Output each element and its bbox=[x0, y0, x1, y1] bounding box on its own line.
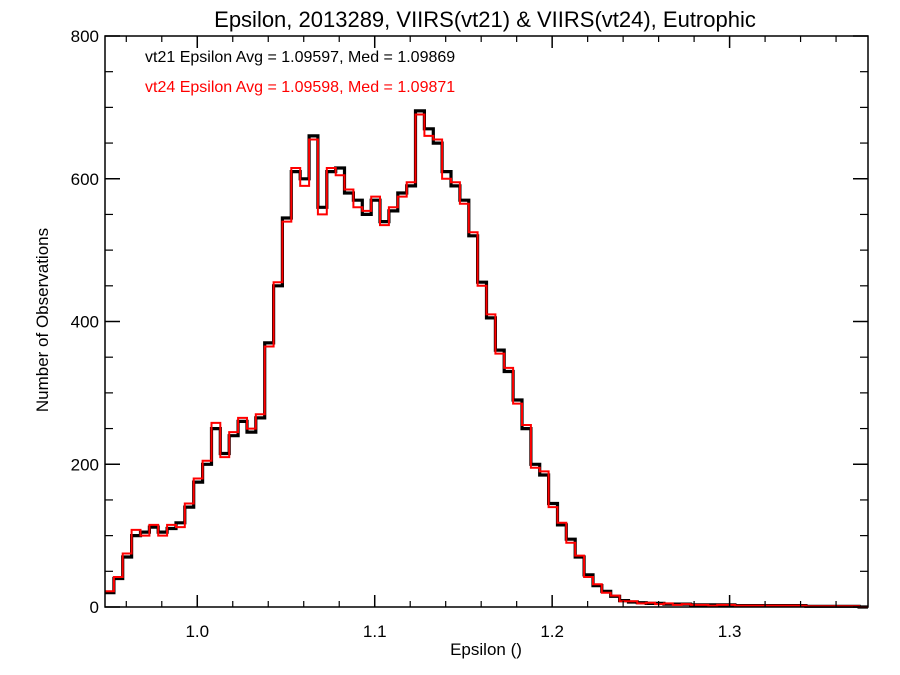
y-axis-label: Number of Observations bbox=[33, 228, 52, 412]
series-layer bbox=[105, 109, 868, 609]
x-axis-label: Epsilon () bbox=[450, 640, 522, 659]
annotation-vt24: vt24 Epsilon Avg = 1.09598, Med = 1.0987… bbox=[145, 79, 455, 96]
x-tick-label: 1.1 bbox=[363, 622, 387, 641]
x-tick-label: 1.3 bbox=[718, 622, 742, 641]
y-tick-label: 0 bbox=[90, 598, 99, 617]
series-line-vt21 bbox=[105, 109, 868, 609]
plot-frame bbox=[104, 35, 869, 608]
series-line-vt24 bbox=[105, 113, 868, 608]
y-tick-label: 400 bbox=[71, 313, 99, 332]
x-tick-label: 1.0 bbox=[185, 622, 209, 641]
x-tick-label: 1.2 bbox=[540, 622, 564, 641]
y-tick-label: 600 bbox=[71, 170, 99, 189]
y-tick-label: 200 bbox=[71, 455, 99, 474]
y-tick-label: 800 bbox=[71, 27, 99, 46]
ticks-layer: 1.0 1.1 1.2 1.3 0 200 400 600 800 bbox=[71, 27, 868, 641]
chart-title: Epsilon, 2013289, VIIRS(vt21) & VIIRS(vt… bbox=[214, 7, 756, 32]
annotation-vt21: vt21 Epsilon Avg = 1.09597, Med = 1.0986… bbox=[145, 49, 455, 66]
